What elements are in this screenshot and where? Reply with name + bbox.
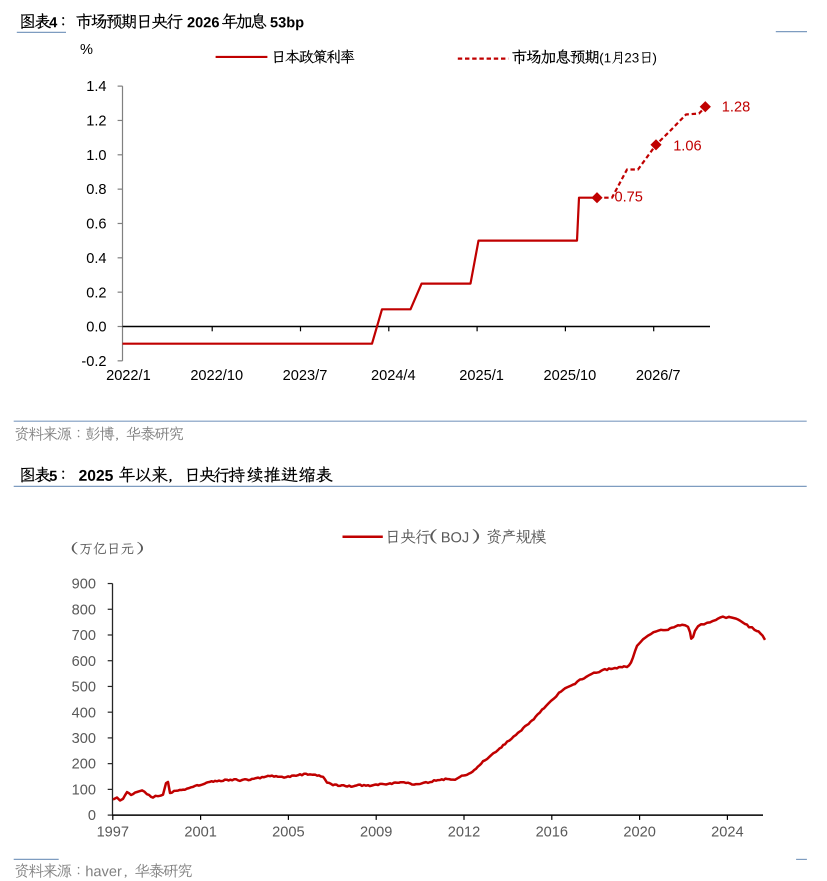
svg-text:100: 100: [72, 782, 96, 798]
svg-text:0.8: 0.8: [86, 182, 106, 198]
svg-text:600: 600: [72, 654, 96, 670]
svg-text:%: %: [80, 42, 93, 58]
svg-text:0.4: 0.4: [86, 251, 106, 267]
svg-text:0.75: 0.75: [615, 190, 643, 206]
svg-text:1.4: 1.4: [86, 79, 106, 95]
svg-text:1997: 1997: [97, 825, 129, 841]
svg-text:2025/10: 2025/10: [544, 368, 597, 384]
svg-text:2026/7: 2026/7: [636, 368, 681, 384]
svg-text:0.0: 0.0: [86, 320, 106, 336]
svg-text:2023/7: 2023/7: [283, 368, 328, 384]
svg-text:1.06: 1.06: [673, 138, 701, 154]
svg-text:0.2: 0.2: [86, 285, 106, 301]
svg-text:1.28: 1.28: [722, 100, 750, 116]
svg-text:500: 500: [72, 680, 96, 696]
svg-text:2009: 2009: [360, 825, 392, 841]
svg-text:2022/1: 2022/1: [106, 368, 151, 384]
svg-text:2024/4: 2024/4: [371, 368, 416, 384]
svg-text:2005: 2005: [272, 825, 304, 841]
svg-text:400: 400: [72, 705, 96, 721]
svg-text:2020: 2020: [623, 825, 655, 841]
svg-text:-0.2: -0.2: [81, 354, 106, 370]
svg-text:2012: 2012: [448, 825, 480, 841]
svg-text:2022/10: 2022/10: [190, 368, 243, 384]
svg-text:2001: 2001: [184, 825, 216, 841]
svg-text:1.0: 1.0: [86, 148, 106, 164]
svg-text:2024: 2024: [711, 825, 743, 841]
svg-text:2016: 2016: [536, 825, 568, 841]
svg-text:0.6: 0.6: [86, 217, 106, 233]
svg-text:0: 0: [88, 808, 96, 824]
svg-text:200: 200: [72, 757, 96, 773]
svg-text:1.2: 1.2: [86, 114, 106, 130]
svg-text:2025/1: 2025/1: [459, 368, 504, 384]
svg-text:300: 300: [72, 731, 96, 747]
svg-text:900: 900: [72, 577, 96, 593]
svg-text:800: 800: [72, 602, 96, 618]
svg-text:700: 700: [72, 628, 96, 644]
